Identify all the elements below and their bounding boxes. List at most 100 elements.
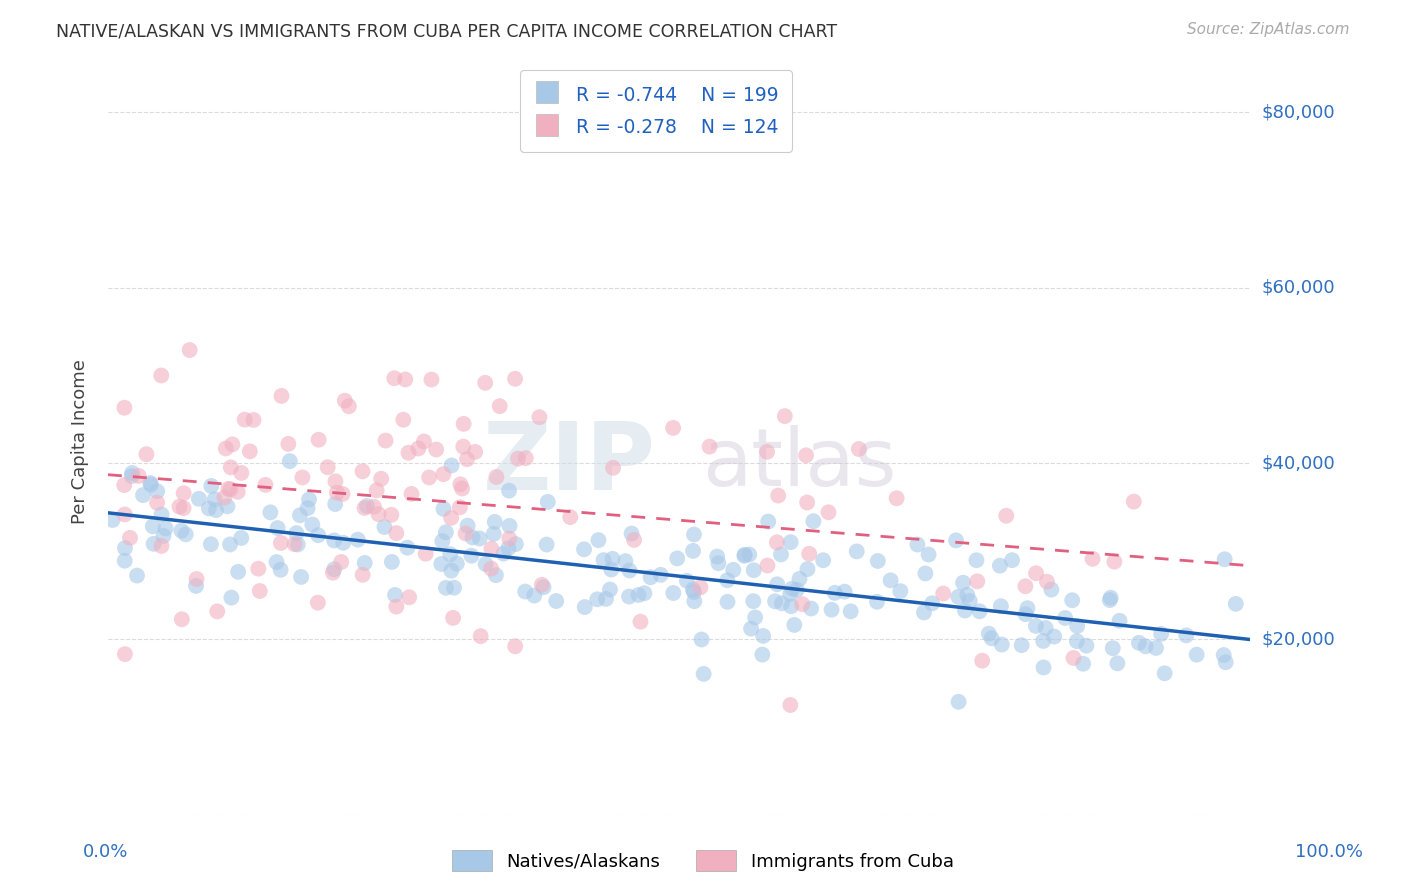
Point [794,448,817,462]
Point [464,445,486,459]
Point [121,466,143,480]
Legend: Natives/Alaskans, Immigrants from Cuba: Natives/Alaskans, Immigrants from Cuba [446,843,960,879]
Point [112,478,135,492]
Point [187,491,209,506]
Point [353,500,375,515]
Point [623,533,645,547]
Point [277,437,299,451]
Point [800,601,823,615]
Point [270,389,292,403]
Point [155,521,177,535]
Point [398,591,420,605]
Point [186,572,208,586]
Text: $40,000: $40,000 [1261,455,1334,473]
Point [1081,551,1104,566]
Point [242,413,264,427]
Point [921,596,943,610]
Point [1032,660,1054,674]
Point [413,434,436,449]
Point [142,537,165,551]
Point [786,582,808,597]
Point [1001,553,1024,567]
Point [592,553,614,567]
Point [879,574,901,588]
Point [617,590,640,604]
Point [1066,634,1088,648]
Point [184,579,207,593]
Point [284,537,307,551]
Point [799,547,821,561]
Point [1150,627,1173,641]
Point [690,632,713,647]
Text: atlas: atlas [702,425,896,503]
Point [415,547,437,561]
Point [470,629,492,643]
Point [307,528,329,542]
Point [633,586,655,600]
Point [866,595,889,609]
Point [112,401,135,415]
Point [217,482,239,496]
Point [207,604,229,618]
Point [125,568,148,582]
Point [706,549,728,564]
Point [114,554,136,568]
Point [332,535,354,549]
Point [231,466,253,480]
Point [1076,639,1098,653]
Point [811,553,834,567]
Point [1014,607,1036,622]
Point [323,533,346,548]
Point [796,495,818,509]
Point [1025,619,1047,633]
Point [503,372,526,386]
Point [132,488,155,502]
Point [170,612,193,626]
Point [266,521,288,535]
Point [766,577,789,591]
Y-axis label: Per Capita Income: Per Capita Income [72,359,89,524]
Text: 100.0%: 100.0% [1295,843,1362,861]
Point [1101,641,1123,656]
Point [1135,640,1157,654]
Point [953,603,976,617]
Point [498,541,520,556]
Point [146,495,169,509]
Point [640,570,662,584]
Point [1054,611,1077,625]
Point [200,537,222,551]
Point [382,371,405,385]
Point [352,464,374,478]
Point [1185,648,1208,662]
Point [948,695,970,709]
Point [969,604,991,618]
Point [219,460,242,475]
Point [118,531,141,545]
Text: $20,000: $20,000 [1261,630,1334,648]
Point [988,558,1011,573]
Point [498,483,520,498]
Point [1071,657,1094,671]
Point [620,526,643,541]
Point [751,648,773,662]
Point [173,486,195,500]
Point [734,548,756,562]
Point [308,433,330,447]
Point [505,537,527,551]
Point [995,508,1018,523]
Point [461,531,484,545]
Point [692,667,714,681]
Point [766,489,789,503]
Point [503,640,526,654]
Point [533,580,555,594]
Point [323,497,346,511]
Point [254,478,277,492]
Point [247,562,270,576]
Point [595,591,617,606]
Point [599,582,621,597]
Point [662,421,685,435]
Point [515,451,537,466]
Point [135,447,157,461]
Point [434,525,457,540]
Point [440,458,463,473]
